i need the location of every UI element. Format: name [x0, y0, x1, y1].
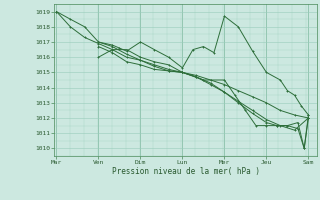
X-axis label: Pression niveau de la mer( hPa ): Pression niveau de la mer( hPa ) — [112, 167, 260, 176]
